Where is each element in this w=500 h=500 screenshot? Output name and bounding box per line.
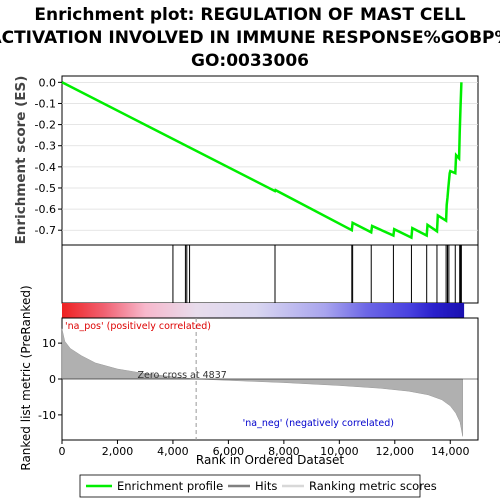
metric-y-axis-label: Ranked list metric (PreRanked) (19, 285, 33, 470)
es-y-tick-label: 0.0 (39, 76, 57, 89)
es-y-tick-label: -0.5 (35, 182, 56, 195)
ranking-color-bar (62, 303, 465, 318)
enrichment-profile-line (61, 81, 463, 240)
hits-panel-frame (61, 244, 479, 304)
metric-y-tick-label: -10 (38, 409, 56, 422)
zero-cross-label: Zero cross at 4837 (138, 370, 227, 381)
x-tick-label: 10,000 (320, 445, 359, 458)
metric-y-ticks: 10 0 -10 (38, 337, 62, 422)
pos-correlated-label: 'na_pos' (positively correlated) (65, 321, 211, 332)
x-tick-label: 12,000 (376, 445, 415, 458)
x-tick-label: 4,000 (157, 445, 189, 458)
metric-y-tick-label: 10 (42, 337, 56, 350)
x-tick-label: 2,000 (102, 445, 134, 458)
es-y-ticks: 0.0 -0.1 -0.2 -0.3 -0.4 -0.5 -0.6 -0.7 (35, 76, 62, 237)
neg-correlated-label: 'na_neg' (negatively correlated) (243, 418, 394, 429)
x-tick-label: 14,000 (431, 445, 470, 458)
legend-hits-label: Hits (255, 479, 277, 493)
es-panel-frame (61, 75, 479, 246)
chart-title-line-3: GO:0033006 (191, 51, 309, 71)
es-gridlines (62, 81, 478, 231)
chart-title-line-2: ACTIVATION INVOLVED IN IMMUNE RESPONSE%G… (0, 28, 500, 48)
x-tick-label: 8,000 (268, 445, 300, 458)
hit-marks (172, 245, 462, 303)
legend: Enrichment profile Hits Ranking metric s… (79, 474, 437, 498)
es-y-tick-label: -0.2 (35, 119, 56, 132)
es-y-tick-label: -0.3 (35, 140, 56, 153)
legend-enrichment-label: Enrichment profile (117, 479, 223, 493)
es-y-tick-label: -0.1 (35, 97, 56, 110)
ranking-metric-area (61, 328, 463, 437)
x-tick-label: 6,000 (213, 445, 245, 458)
legend-metric-label: Ranking metric scores (309, 479, 437, 493)
es-y-axis-label: Enrichment score (ES) (13, 76, 29, 245)
chart-title-line-1: Enrichment plot: REGULATION OF MAST CELL (34, 5, 465, 25)
x-axis-ticks: 0 2,000 4,000 6,000 8,000 10,000 12,000 14,000 (59, 440, 470, 458)
es-y-tick-label: -0.4 (35, 161, 56, 174)
es-y-tick-label: -0.7 (35, 224, 56, 237)
es-y-tick-label: -0.6 (35, 203, 56, 216)
x-axis-label: Rank in Ordered Dataset (196, 453, 344, 467)
x-tick-label: 0 (59, 445, 66, 458)
metric-y-tick-label: 0 (49, 373, 56, 386)
